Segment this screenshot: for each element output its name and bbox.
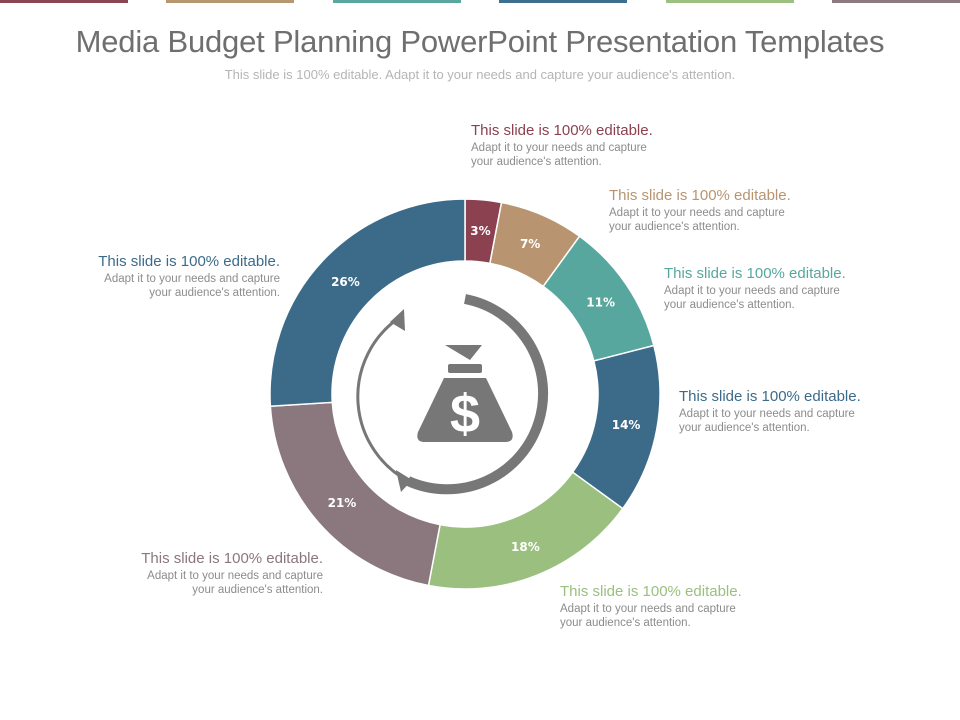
- callout-11-percent: This slide is 100% editable. Adapt it to…: [664, 265, 884, 312]
- callout-body-line1: Adapt it to your needs and capture: [147, 570, 323, 582]
- callout-body-line2: your audience's attention.: [664, 299, 795, 311]
- callout-body-line2: your audience's attention.: [192, 584, 323, 596]
- callout-body-line2: your audience's attention.: [679, 422, 810, 434]
- callout-body-line2: your audience's attention.: [560, 617, 691, 629]
- donut-slice-26-percent: [269, 198, 466, 408]
- top-bar-3: [333, 0, 461, 3]
- callout-heading: This slide is 100% editable.: [609, 187, 791, 204]
- callout-26-percent: This slide is 100% editable. Adapt it to…: [60, 253, 280, 300]
- callout-body-line1: Adapt it to your needs and capture: [664, 285, 840, 297]
- callout-18-percent: This slide is 100% editable. Adapt it to…: [560, 583, 780, 630]
- slice-label-7-percent: 7%: [520, 237, 540, 251]
- donut-slice-labels: 3% 7% 11% 14% 18% 21% 26%: [328, 224, 641, 554]
- callout-14-percent: This slide is 100% editable. Adapt it to…: [679, 388, 899, 435]
- callout-heading: This slide is 100% editable.: [141, 550, 323, 567]
- slide-title: Media Budget Planning PowerPoint Present…: [75, 24, 885, 59]
- money-bag-dollar-icon: $: [356, 294, 549, 495]
- top-bar-2: [166, 0, 294, 3]
- callout-body-line1: Adapt it to your needs and capture: [104, 273, 280, 285]
- slice-label-18-percent: 18%: [511, 540, 540, 554]
- slice-label-26-percent: 26%: [331, 275, 360, 289]
- slice-label-11-percent: 11%: [586, 295, 615, 309]
- callout-body-line1: Adapt it to your needs and capture: [471, 142, 647, 154]
- callout-body-line1: Adapt it to your needs and capture: [560, 603, 736, 615]
- callout-21-percent: This slide is 100% editable. Adapt it to…: [103, 550, 323, 597]
- callout-3-percent: This slide is 100% editable. Adapt it to…: [471, 122, 691, 169]
- slice-label-3-percent: 3%: [470, 224, 490, 238]
- callout-body-line2: your audience's attention.: [471, 156, 602, 168]
- callout-heading: This slide is 100% editable.: [98, 253, 280, 270]
- top-bar-1: [0, 0, 128, 3]
- callout-7-percent: This slide is 100% editable. Adapt it to…: [609, 187, 829, 234]
- callout-heading: This slide is 100% editable.: [679, 388, 861, 405]
- top-bar-4: [499, 0, 627, 3]
- top-bar-6: [832, 0, 960, 3]
- callout-heading: This slide is 100% editable.: [471, 122, 653, 139]
- callout-heading: This slide is 100% editable.: [560, 583, 742, 600]
- svg-text:$: $: [450, 384, 480, 444]
- top-color-bars: [0, 0, 960, 4]
- callout-body-line1: Adapt it to your needs and capture: [609, 207, 785, 219]
- callout-body-line1: Adapt it to your needs and capture: [679, 408, 855, 420]
- callout-body-line2: your audience's attention.: [149, 287, 280, 299]
- donut-slices: [269, 198, 661, 590]
- slice-label-21-percent: 21%: [328, 496, 357, 510]
- callout-body-line2: your audience's attention.: [609, 221, 740, 233]
- top-bar-5: [666, 0, 794, 3]
- slice-label-14-percent: 14%: [612, 418, 641, 432]
- slide-subtitle: This slide is 100% editable. Adapt it to…: [224, 67, 736, 82]
- callout-heading: This slide is 100% editable.: [664, 265, 846, 282]
